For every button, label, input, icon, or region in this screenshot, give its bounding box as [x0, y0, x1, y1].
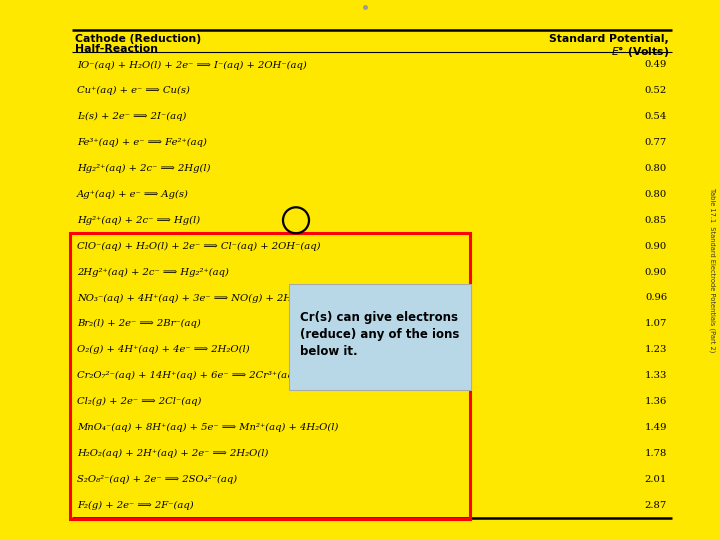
Text: IO⁻(aq) + H₂O(l) + 2e⁻ ⟹ I⁻(aq) + 2OH⁻(aq): IO⁻(aq) + H₂O(l) + 2e⁻ ⟹ I⁻(aq) + 2OH⁻(a… [77, 60, 307, 70]
Text: 2Hg²⁺(aq) + 2c⁻ ⟹ Hg₂²⁺(aq): 2Hg²⁺(aq) + 2c⁻ ⟹ Hg₂²⁺(aq) [77, 267, 229, 276]
Text: 0.96: 0.96 [645, 293, 667, 302]
Text: Hg₂²⁺(aq) + 2c⁻ ⟹ 2Hg(l): Hg₂²⁺(aq) + 2c⁻ ⟹ 2Hg(l) [77, 164, 210, 173]
Text: S₂O₈²⁻(aq) + 2e⁻ ⟹ 2SO₄²⁻(aq): S₂O₈²⁻(aq) + 2e⁻ ⟹ 2SO₄²⁻(aq) [77, 475, 237, 484]
Text: Cathode (Reduction): Cathode (Reduction) [75, 34, 201, 44]
Text: 1.78: 1.78 [644, 449, 667, 458]
Text: 0.80: 0.80 [644, 190, 667, 199]
Text: 2.01: 2.01 [644, 475, 667, 484]
Text: 0.52: 0.52 [644, 86, 667, 96]
Text: Half-Reaction: Half-Reaction [75, 44, 158, 54]
Text: O₂(g) + 4H⁺(aq) + 4e⁻ ⟹ 2H₂O(l): O₂(g) + 4H⁺(aq) + 4e⁻ ⟹ 2H₂O(l) [77, 345, 250, 354]
Text: MnO₄⁻(aq) + 8H⁺(aq) + 5e⁻ ⟹ Mn²⁺(aq) + 4H₂O(l): MnO₄⁻(aq) + 8H⁺(aq) + 5e⁻ ⟹ Mn²⁺(aq) + 4… [77, 423, 338, 432]
Text: 1.33: 1.33 [644, 371, 667, 380]
Text: 0.90: 0.90 [644, 242, 667, 251]
Text: 0.49: 0.49 [644, 60, 667, 70]
Text: Fe³⁺(aq) + e⁻ ⟹ Fe²⁺(aq): Fe³⁺(aq) + e⁻ ⟹ Fe²⁺(aq) [77, 138, 207, 147]
Text: 1.36: 1.36 [644, 397, 667, 406]
Text: H₂O₂(aq) + 2H⁺(aq) + 2e⁻ ⟹ 2H₂O(l): H₂O₂(aq) + 2H⁺(aq) + 2e⁻ ⟹ 2H₂O(l) [77, 449, 269, 458]
Text: ClO⁻(aq) + H₂O(l) + 2e⁻ ⟹ Cl⁻(aq) + 2OH⁻(aq): ClO⁻(aq) + H₂O(l) + 2e⁻ ⟹ Cl⁻(aq) + 2OH⁻… [77, 241, 320, 251]
Text: Hg²⁺(aq) + 2c⁻ ⟹ Hg(l): Hg²⁺(aq) + 2c⁻ ⟹ Hg(l) [77, 215, 200, 225]
Text: Cr(s) can give electrons
(reduce) any of the ions
below it.: Cr(s) can give electrons (reduce) any of… [300, 311, 459, 358]
Text: Standard Potential,: Standard Potential, [549, 34, 669, 44]
Text: Table 17.1  Standard Electrode Potentials (Part 2): Table 17.1 Standard Electrode Potentials… [708, 188, 715, 352]
Text: 1.07: 1.07 [644, 319, 667, 328]
Bar [70, 233, 470, 518]
Text: F₂(g) + 2e⁻ ⟹ 2F⁻(aq): F₂(g) + 2e⁻ ⟹ 2F⁻(aq) [77, 501, 194, 510]
Text: Cu⁺(aq) + e⁻ ⟹ Cu(s): Cu⁺(aq) + e⁻ ⟹ Cu(s) [77, 86, 190, 96]
Text: Cr₂O₇²⁻(aq) + 14H⁺(aq) + 6e⁻ ⟹ 2Cr³⁺(aq) + 7H₂O(l): Cr₂O₇²⁻(aq) + 14H⁺(aq) + 6e⁻ ⟹ 2Cr³⁺(aq)… [77, 371, 351, 380]
Text: $\it{E}$° (Volts): $\it{E}$° (Volts) [611, 44, 669, 59]
Text: NO₃⁻(aq) + 4H⁺(aq) + 3e⁻ ⟹ NO(g) + 2H₂O(l): NO₃⁻(aq) + 4H⁺(aq) + 3e⁻ ⟹ NO(g) + 2H₂O(… [77, 293, 315, 302]
Text: I₂(s) + 2e⁻ ⟹ 2I⁻(aq): I₂(s) + 2e⁻ ⟹ 2I⁻(aq) [77, 112, 186, 122]
FancyBboxPatch shape [289, 284, 471, 389]
Text: 1.49: 1.49 [644, 423, 667, 432]
Text: 0.85: 0.85 [644, 216, 667, 225]
Text: 0.80: 0.80 [644, 164, 667, 173]
Text: Cl₂(g) + 2e⁻ ⟹ 2Cl⁻(aq): Cl₂(g) + 2e⁻ ⟹ 2Cl⁻(aq) [77, 397, 202, 406]
Text: 0.77: 0.77 [644, 138, 667, 147]
Text: Ag⁺(aq) + e⁻ ⟹ Ag(s): Ag⁺(aq) + e⁻ ⟹ Ag(s) [77, 190, 189, 199]
Text: 2.87: 2.87 [644, 501, 667, 510]
Text: Br₂(l) + 2e⁻ ⟹ 2Br⁻(aq): Br₂(l) + 2e⁻ ⟹ 2Br⁻(aq) [77, 319, 201, 328]
Text: 1.23: 1.23 [644, 345, 667, 354]
Text: 0.54: 0.54 [644, 112, 667, 121]
Text: 0.90: 0.90 [644, 267, 667, 276]
